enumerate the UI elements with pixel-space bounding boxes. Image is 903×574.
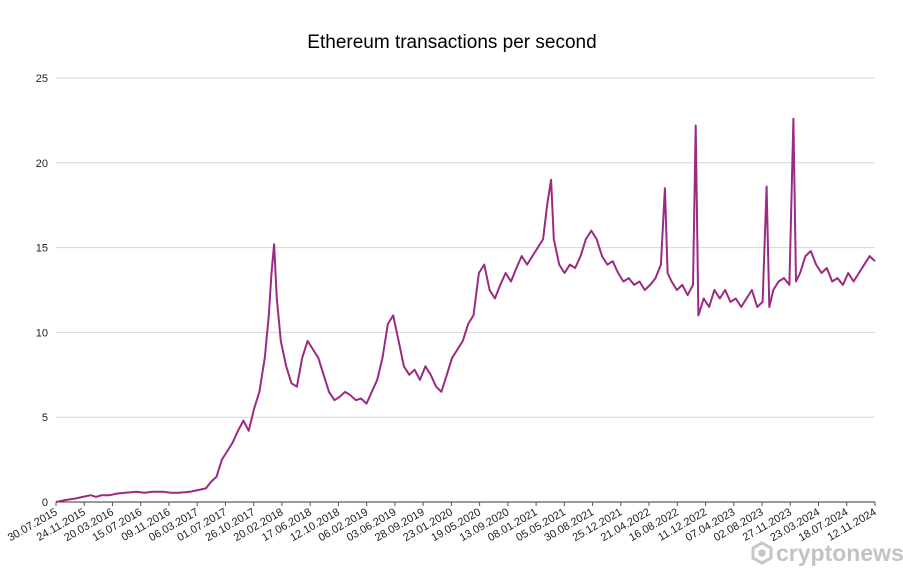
series-line-0 (55, 117, 876, 503)
y-tick-label: 10 (36, 327, 48, 339)
x-axis-ticks: 30.07.201524.11.201520.03.201615.07.2016… (6, 502, 879, 544)
y-tick-label: 0 (42, 497, 48, 509)
watermark: cryptonews (751, 540, 903, 566)
watermark-text: cryptonews (776, 540, 903, 566)
chart-title: Ethereum transactions per second (307, 32, 596, 53)
series-group (55, 117, 876, 503)
y-tick-label: 20 (36, 158, 48, 170)
cryptonews-logo-icon (751, 541, 773, 565)
y-tick-label: 25 (36, 73, 48, 85)
y-tick-label: 15 (36, 243, 48, 255)
y-tick-label: 5 (42, 412, 48, 424)
y-axis-ticks: 0 5 10 15 20 25 (36, 73, 48, 509)
